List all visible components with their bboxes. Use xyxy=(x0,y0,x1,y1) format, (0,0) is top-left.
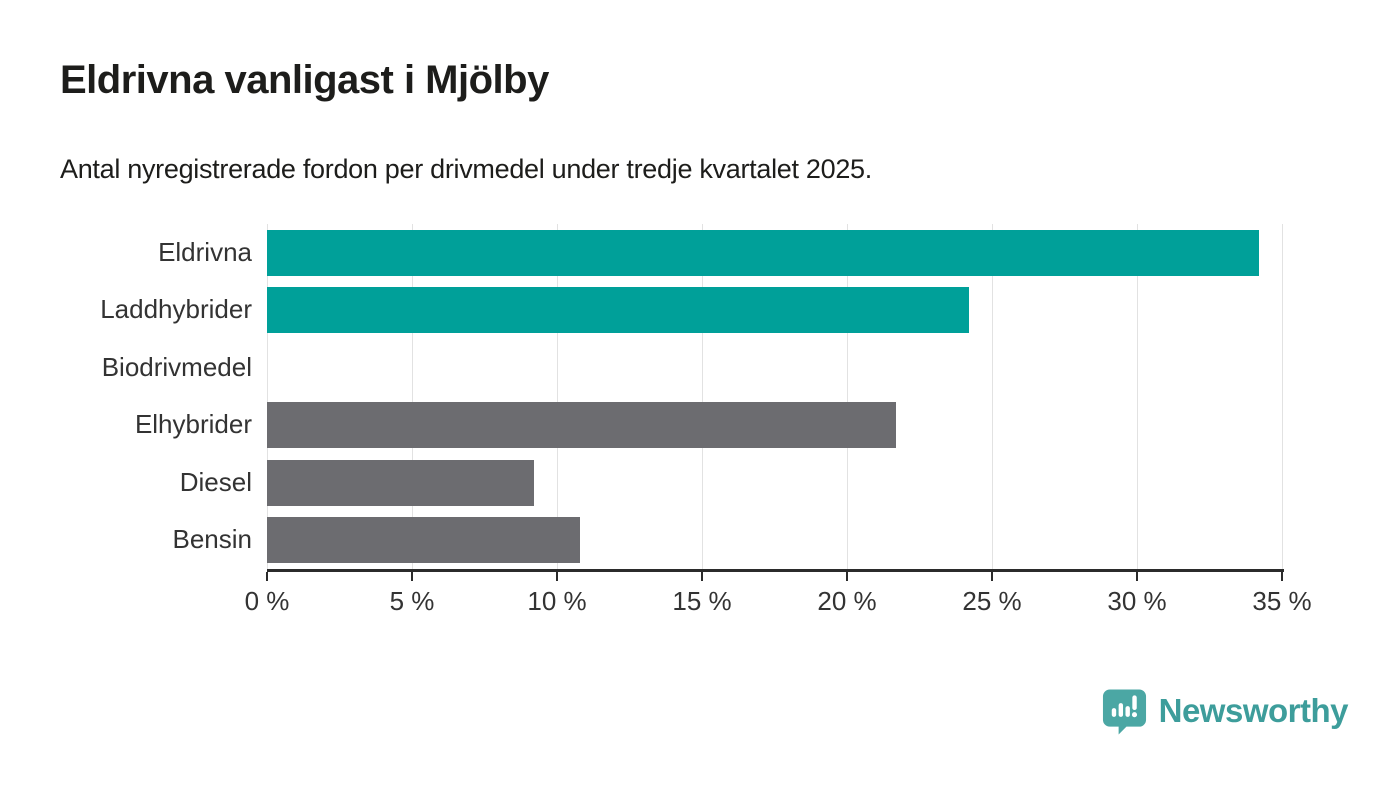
bar xyxy=(267,402,897,449)
bar-row: Elhybrider xyxy=(135,397,1282,455)
x-axis-tick-label: 35 % xyxy=(1252,586,1312,616)
newsworthy-wordmark: Newsworthy xyxy=(1158,692,1349,729)
category-label: Eldrivna xyxy=(158,236,252,267)
gridline xyxy=(701,224,703,569)
x-axis-tick-label: 25 % xyxy=(962,586,1022,616)
category-label: Biodrivmedel xyxy=(101,351,252,382)
bar-row: Laddhybrider xyxy=(100,282,1282,340)
bar-row: Biodrivmedel xyxy=(102,339,1282,397)
newsworthy-logo: Newsworthy xyxy=(1101,686,1349,736)
category-label: Bensin xyxy=(172,524,253,555)
x-axis-tick xyxy=(991,572,993,581)
x-axis-tick-label: 0 % xyxy=(244,586,290,616)
x-axis-tick-label: 10 % xyxy=(527,586,587,616)
gridline xyxy=(266,224,268,569)
category-label: Diesel xyxy=(179,466,252,497)
bar xyxy=(267,287,969,334)
gridline xyxy=(991,224,993,569)
bar xyxy=(267,459,534,506)
x-axis-tick xyxy=(1136,572,1138,581)
x-axis-tick xyxy=(701,572,703,581)
x-axis-tick xyxy=(846,572,848,581)
x-axis-tick xyxy=(411,572,413,581)
category-label: Elhybrider xyxy=(134,409,252,440)
category-label: Laddhybrider xyxy=(100,294,252,325)
gridline xyxy=(556,224,558,569)
gridline xyxy=(846,224,848,569)
x-axis-tick-label: 20 % xyxy=(817,586,877,616)
plot-area: Eldrivna Laddhybrider Biodrivmedel Elhybrid… xyxy=(100,224,1312,616)
bar xyxy=(267,517,581,564)
bar-row: Eldrivna xyxy=(158,224,1282,282)
bar-row: Diesel xyxy=(180,454,1282,512)
gridline xyxy=(1281,224,1283,569)
x-axis-tick xyxy=(1281,572,1283,581)
x-axis-tick xyxy=(266,572,268,581)
newsworthy-logo-icon xyxy=(1101,686,1148,736)
chart-title: Eldrivna vanligast i Mjölby xyxy=(60,58,549,102)
bar-row: Bensin xyxy=(173,512,1282,570)
x-axis-tick-label: 30 % xyxy=(1107,586,1167,616)
bar xyxy=(267,229,1259,276)
gridline xyxy=(1136,224,1138,569)
x-axis-tick-label: 15 % xyxy=(672,586,732,616)
chart-subtitle: Antal nyregistrerade fordon per drivmede… xyxy=(60,154,872,184)
x-axis-tick xyxy=(556,572,558,581)
x-axis-line xyxy=(267,569,1284,572)
x-axis-tick-label: 5 % xyxy=(389,586,435,616)
gridline xyxy=(411,224,413,569)
